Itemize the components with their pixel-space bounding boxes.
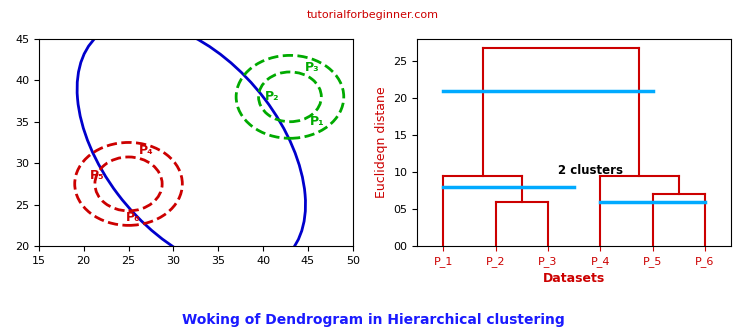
Text: P₃: P₃ xyxy=(305,61,320,74)
Text: P₆: P₆ xyxy=(125,211,140,224)
Text: P₄: P₄ xyxy=(140,144,154,157)
Text: P₅: P₅ xyxy=(90,169,104,182)
Y-axis label: Euclideqn distane: Euclideqn distane xyxy=(374,87,388,198)
Text: P₂: P₂ xyxy=(265,90,279,103)
X-axis label: Datasets: Datasets xyxy=(543,272,605,285)
Text: 2 clusters: 2 clusters xyxy=(558,164,624,177)
Text: Woking of Dendrogram in Hierarchical clustering: Woking of Dendrogram in Hierarchical clu… xyxy=(181,313,565,327)
Text: tutorialforbeginner.com: tutorialforbeginner.com xyxy=(307,10,439,20)
Text: P₁: P₁ xyxy=(310,115,325,128)
